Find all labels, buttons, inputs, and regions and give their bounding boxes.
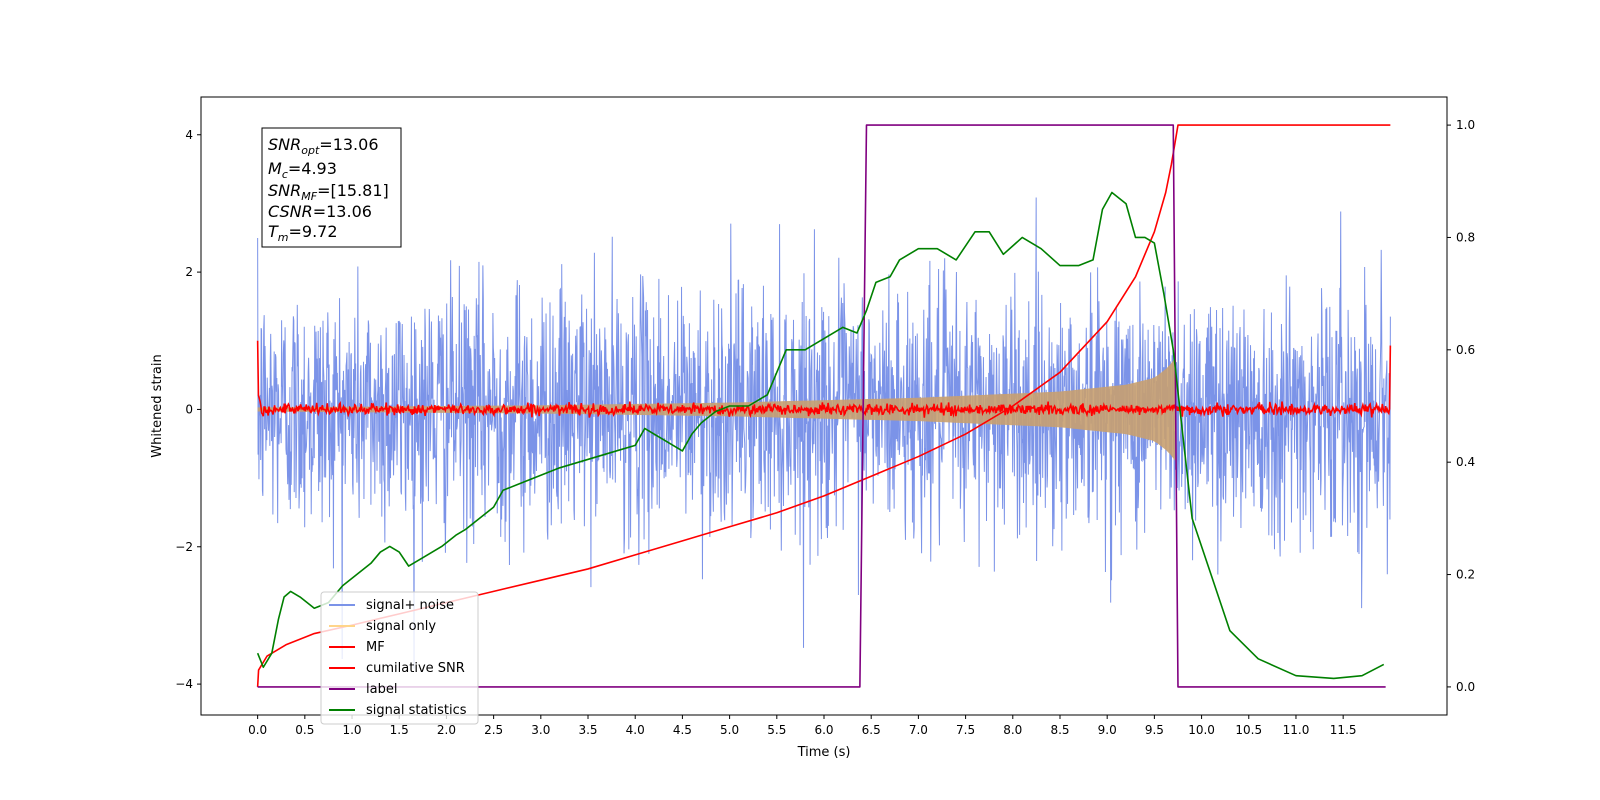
legend-label: MF [366, 640, 385, 655]
y-tick-label-right: 0.2 [1456, 568, 1475, 582]
x-tick-label: 11.5 [1330, 723, 1357, 737]
y-tick-label-left: −2 [175, 540, 193, 554]
x-tick-label: 5.0 [720, 723, 739, 737]
y-tick-label-left: 2 [185, 265, 193, 279]
x-tick-label: 1.5 [390, 723, 409, 737]
x-tick-label: 0.5 [295, 723, 314, 737]
axes: 0.0 0.5 1.0 1.5 2.0 2.5 3.0 3.5 4.0 4.5 5.0 5.5 6.0 6… [175, 118, 1475, 737]
annotation-box: SNRopt=13.06 Mc=4.93 SNRMF=[15.81] CSNR=… [261, 127, 402, 248]
x-tick-label: 4.0 [626, 723, 645, 737]
annotation-line: Tm=9.72 [268, 222, 338, 244]
annotation-frame [261, 127, 402, 248]
x-tick-label: 10.5 [1235, 723, 1262, 737]
annotation-line: SNRopt=13.06 [268, 135, 379, 157]
x-tick-label: 1.0 [342, 723, 361, 737]
x-tick-label: 3.5 [578, 723, 597, 737]
x-axis-label: Time (s) [797, 745, 851, 760]
annotation-line: CSNR=13.06 [268, 202, 372, 221]
y-tick-label-left: 4 [185, 128, 193, 142]
y-tick-label-right: 0.0 [1456, 680, 1475, 694]
series-signal-noise [257, 197, 1391, 669]
y-tick-label-right: 0.6 [1456, 343, 1475, 357]
y-tick-label-left: −4 [175, 677, 193, 691]
x-tick-label: 9.0 [1098, 723, 1117, 737]
legend-label: label [366, 682, 397, 697]
y-tick-label-left: 0 [185, 402, 193, 416]
x-tick-label: 0.0 [248, 723, 267, 737]
x-tick-label: 6.5 [862, 723, 881, 737]
x-tick-label: 3.0 [531, 723, 550, 737]
series-mf [256, 340, 1392, 419]
legend-label: cumilative SNR [366, 661, 465, 676]
x-tick-label: 6.0 [814, 723, 833, 737]
x-tick-label: 2.5 [484, 723, 503, 737]
x-tick-label: 5.5 [767, 723, 786, 737]
x-tick-label: 8.0 [1003, 723, 1022, 737]
x-tick-label: 7.0 [909, 723, 928, 737]
series-signal-statistics [256, 191, 1385, 680]
x-tick-label: 10.0 [1188, 723, 1215, 737]
y-tick-label-right: 0.8 [1456, 230, 1475, 244]
x-tick-label: 2.0 [437, 723, 456, 737]
x-tick-label: 4.5 [673, 723, 692, 737]
x-tick-label: 11.0 [1283, 723, 1310, 737]
y-axis-label-left: Whitened strain [150, 354, 165, 457]
y-tick-label-right: 1.0 [1456, 118, 1475, 132]
legend: signal+ noise signal only MF cumilative SNR… [320, 591, 479, 725]
annotation-line: Mc=4.93 [268, 159, 337, 181]
annotation-line: SNRMF=[15.81] [268, 181, 389, 203]
legend-label: signal only [366, 619, 436, 634]
x-tick-label: 9.5 [1145, 723, 1164, 737]
series-label [257, 124, 1386, 688]
legend-label: signal+ noise [366, 598, 454, 613]
x-tick-label: 8.5 [1050, 723, 1069, 737]
series-signal-only [257, 357, 1176, 461]
legend-label: signal statistics [366, 703, 467, 718]
x-tick-label: 7.5 [956, 723, 975, 737]
y-tick-label-right: 0.4 [1456, 455, 1475, 469]
legend-frame [320, 591, 479, 725]
